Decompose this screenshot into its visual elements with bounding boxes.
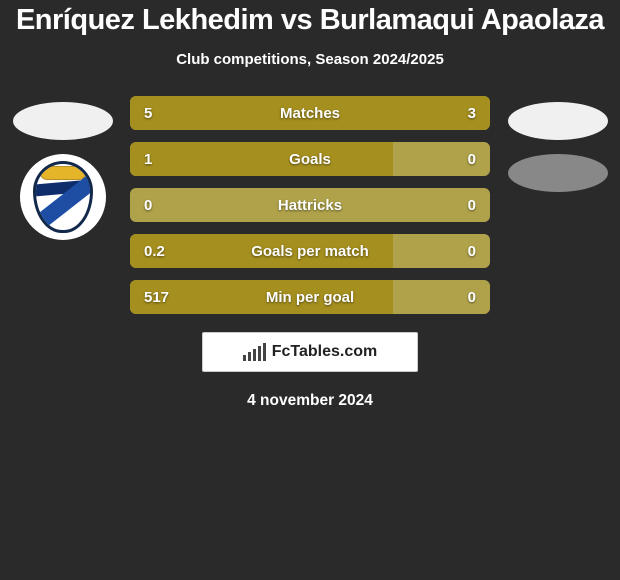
stat-value-right: 0 (468, 197, 476, 214)
stat-value-right: 0 (468, 243, 476, 260)
stat-label: Goals per match (130, 243, 490, 260)
stat-label: Goals (130, 151, 490, 168)
stat-label: Matches (130, 105, 490, 122)
left-player-col (5, 96, 120, 240)
stat-bar: 0Hattricks0 (130, 188, 490, 222)
logo-text: FcTables.com (272, 343, 378, 361)
stat-bar: 1Goals0 (130, 142, 490, 176)
stat-label: Min per goal (130, 289, 490, 306)
stat-bar: 0.2Goals per match0 (130, 234, 490, 268)
main-row: 5Matches31Goals00Hattricks00.2Goals per … (0, 96, 620, 314)
subtitle: Club competitions, Season 2024/2025 (0, 51, 620, 68)
right-player-avatar (508, 102, 608, 140)
comparison-widget: Enríquez Lekhedim vs Burlamaqui Apaolaza… (0, 0, 620, 410)
stat-bar: 5Matches3 (130, 96, 490, 130)
bar-chart-icon (243, 343, 266, 361)
right-player-crest-placeholder (508, 154, 608, 192)
right-player-col (500, 96, 615, 192)
stat-value-right: 0 (468, 151, 476, 168)
stat-value-right: 0 (468, 289, 476, 306)
date-label: 4 november 2024 (0, 392, 620, 410)
stat-label: Hattricks (130, 197, 490, 214)
left-player-crest (20, 154, 106, 240)
left-player-avatar (13, 102, 113, 140)
stats-bars: 5Matches31Goals00Hattricks00.2Goals per … (130, 96, 490, 314)
page-title: Enríquez Lekhedim vs Burlamaqui Apaolaza (0, 4, 620, 37)
stat-value-right: 3 (468, 105, 476, 122)
fctables-logo[interactable]: FcTables.com (202, 332, 418, 372)
crest-shield-icon (33, 161, 93, 233)
stat-bar: 517Min per goal0 (130, 280, 490, 314)
